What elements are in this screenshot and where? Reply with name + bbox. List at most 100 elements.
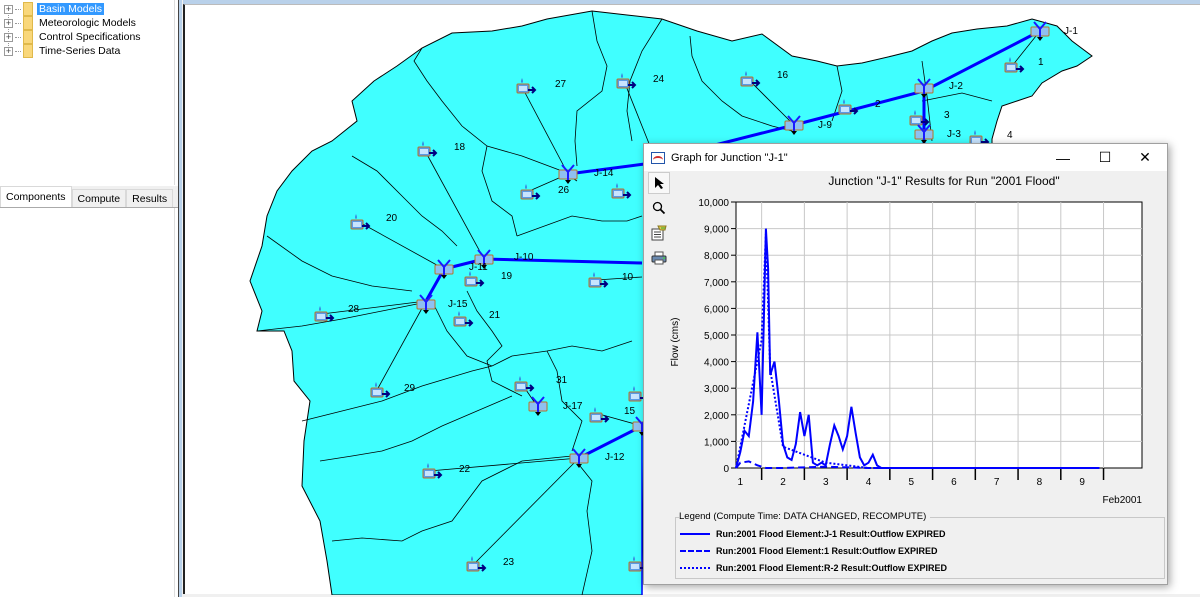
svg-text:31: 31	[556, 375, 568, 386]
folder-icon	[23, 44, 33, 58]
minimize-button[interactable]: —	[1056, 149, 1070, 166]
svg-text:J-1: J-1	[1064, 26, 1078, 37]
flow-chart[interactable]: 0 1,000 2,000 3,000 4,000 5,000 6,000 7,000 8,00…	[668, 192, 1158, 512]
svg-text:J-3: J-3	[947, 129, 961, 140]
print-tool-button[interactable]	[648, 247, 670, 269]
legend-entry: Run:2001 Flood Element:J-1 Result:Outflo…	[680, 527, 946, 540]
svg-text:J-11: J-11	[469, 262, 488, 273]
y-tick-label: 8,000	[704, 251, 729, 262]
x-tick-label: 3	[823, 477, 829, 488]
graph-toolbar	[648, 172, 670, 272]
magnifier-icon	[652, 201, 666, 215]
y-tick-label: 0	[723, 464, 729, 475]
tree-item-time-series-data[interactable]: + Time-Series Data	[4, 44, 122, 58]
tab-results[interactable]: Results	[126, 189, 174, 207]
svg-text:J-15: J-15	[448, 299, 468, 310]
svg-text:24: 24	[653, 74, 665, 85]
tab-compute[interactable]: Compute	[71, 189, 127, 207]
expand-icon[interactable]: +	[4, 45, 13, 56]
tree-item-basin-models[interactable]: + Basin Models	[4, 2, 105, 16]
properties-icon	[651, 225, 667, 241]
svg-text:4: 4	[1007, 130, 1013, 141]
expand-icon[interactable]: +	[4, 3, 13, 14]
x-tick-label: 5	[908, 477, 914, 488]
subbasin-boundaries	[256, 10, 993, 595]
y-tick-label: 5,000	[704, 331, 729, 342]
tree-connector	[8, 8, 9, 52]
y-tick-label: 2,000	[704, 411, 729, 422]
pointer-icon	[655, 177, 664, 189]
printer-icon	[651, 251, 667, 265]
svg-text:19: 19	[501, 271, 513, 282]
tree-item-control-specifications[interactable]: + Control Specifications	[4, 30, 143, 44]
svg-text:23: 23	[503, 557, 515, 568]
graph-window-title: Graph for Junction "J-1"	[671, 151, 788, 164]
graph-app-icon	[651, 151, 665, 164]
legend-entry: Run:2001 Flood Element:R-2 Result:Outflo…	[680, 561, 947, 574]
y-axis-label: Flow (cms)	[670, 318, 681, 367]
svg-text:18: 18	[454, 142, 466, 153]
map-labels: 27 24 16 2 1 3 4 18 26 20 19 10 28 21 29…	[348, 26, 1078, 568]
svg-text:20: 20	[386, 213, 398, 224]
svg-text:16: 16	[777, 70, 789, 81]
panel-tabs: Components Compute Results	[0, 186, 178, 208]
tree-item-meteorologic-models[interactable]: + Meteorologic Models	[4, 16, 138, 30]
y-tick-label: 6,000	[704, 304, 729, 315]
pointer-tool-button[interactable]	[648, 172, 670, 194]
y-tick-label: 7,000	[704, 278, 729, 289]
y-tick-label: 10,000	[698, 198, 729, 209]
x-axis-date-label: Feb2001	[1103, 495, 1143, 506]
svg-text:3: 3	[944, 110, 950, 121]
close-button[interactable]: ✕	[1139, 149, 1151, 165]
svg-text:26: 26	[558, 185, 570, 196]
tree-connector	[15, 36, 21, 38]
x-tick-label: 9	[1079, 477, 1085, 488]
svg-text:21: 21	[489, 310, 501, 321]
tree-item-label: Time-Series Data	[39, 45, 121, 57]
series-line	[735, 460, 1100, 469]
tree-connector	[15, 50, 21, 52]
expand-icon[interactable]: +	[4, 17, 13, 28]
zoom-tool-button[interactable]	[648, 197, 670, 219]
tab-content-area	[0, 208, 175, 597]
chart-title: Junction "J-1" Results for Run "2001 Flo…	[828, 174, 1060, 188]
x-tick-label: 7	[994, 477, 1000, 488]
svg-text:J-10: J-10	[514, 252, 534, 263]
svg-text:J-14: J-14	[594, 168, 614, 179]
legend-title: Legend (Compute Time: DATA CHANGED, RECO…	[679, 511, 931, 522]
properties-tool-button[interactable]	[648, 222, 670, 244]
y-tick-label: 9,000	[704, 225, 729, 236]
svg-text:J-9: J-9	[818, 120, 832, 131]
folder-icon	[23, 30, 33, 44]
graph-window-titlebar[interactable]: Graph for Junction "J-1" — ☐ ✕	[644, 144, 1167, 171]
basin-map[interactable]: 27 24 16 2 1 3 4 18 26 20 19 10 28 21 29…	[185, 5, 1200, 595]
x-tick-label: 4	[866, 477, 872, 488]
svg-text:22: 22	[459, 464, 471, 475]
splitter[interactable]	[178, 0, 182, 597]
y-tick-label: 1,000	[704, 437, 729, 448]
dashed-line-swatch	[680, 549, 710, 552]
maximize-button[interactable]: ☐	[1098, 149, 1112, 165]
tree-item-label: Control Specifications	[39, 31, 141, 43]
tab-components[interactable]: Components	[0, 186, 72, 207]
watershed-area	[249, 10, 1093, 595]
series-lines	[735, 228, 1100, 469]
svg-text:J-2: J-2	[949, 81, 963, 92]
gridlines	[736, 202, 1142, 468]
tree-connector	[15, 8, 21, 10]
legend-entry: Run:2001 Flood Element:1 Result:Outflow …	[680, 544, 938, 557]
legend: Legend (Compute Time: DATA CHANGED, RECO…	[675, 511, 1165, 579]
svg-text:15: 15	[624, 406, 636, 417]
x-tick-label: 6	[951, 477, 957, 488]
x-axis: 1 2 3 4 5 6 7 8 9	[737, 468, 1105, 488]
solid-line-swatch	[680, 532, 710, 535]
folder-icon	[23, 16, 33, 30]
legend-entry-label: Run:2001 Flood Element:J-1 Result:Outflo…	[716, 528, 946, 539]
dotted-line-swatch	[680, 566, 710, 569]
tree-item-label: Meteorologic Models	[39, 17, 136, 29]
folder-icon	[23, 2, 33, 16]
series-line	[735, 233, 1100, 469]
series-line	[735, 228, 1100, 469]
x-tick-label: 8	[1037, 477, 1043, 488]
expand-icon[interactable]: +	[4, 31, 13, 42]
